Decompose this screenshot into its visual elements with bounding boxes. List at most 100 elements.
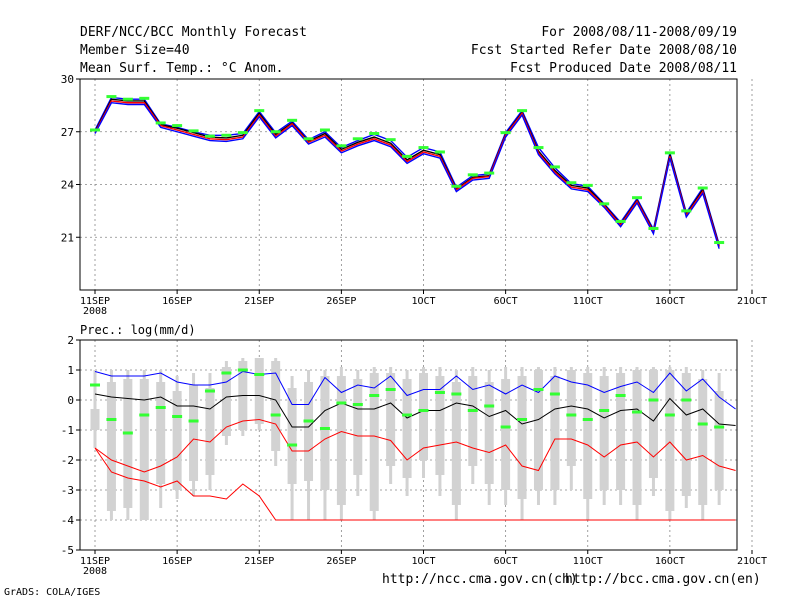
- member-size: Member Size=40: [80, 43, 190, 58]
- panel0-y-tick-label: 24: [61, 179, 75, 192]
- panel0-x-tick-label: 1OCT: [411, 296, 435, 307]
- panel0-x-tick-label: 6OCT: [494, 296, 518, 307]
- panel1-y-tick-label: -5: [61, 544, 74, 557]
- panel0-observed-mark: [352, 137, 363, 141]
- panel1-observed-mark: [681, 398, 692, 402]
- chart-title: DERF/NCC/BCC Monthly Forecast: [80, 25, 307, 40]
- panel0-observed-mark: [237, 131, 248, 135]
- panel1-x-tick-label: 21SEP: [244, 556, 274, 567]
- panel0-observed-mark: [714, 241, 725, 245]
- panel1-observed-mark: [664, 413, 675, 417]
- panel1-box: [550, 376, 560, 490]
- panel1-box: [304, 382, 314, 481]
- panel1-observed-mark: [303, 419, 314, 423]
- panel1-box: [681, 373, 691, 496]
- panel1-observed-mark: [434, 391, 445, 394]
- panel1-y-tick-label: -2: [61, 454, 74, 467]
- panel0-observed-mark: [402, 154, 413, 158]
- panel1-observed-mark: [369, 394, 380, 397]
- panel1-series-mean: [94, 393, 736, 428]
- panel0-observed-mark: [287, 118, 298, 122]
- panel1-observed-mark: [549, 392, 560, 396]
- panel1-box: [353, 379, 363, 475]
- panel1-box: [698, 379, 708, 505]
- panel1-observed-mark: [270, 413, 281, 417]
- panel1-box: [271, 361, 281, 451]
- panel1-x-tick-label: 1OCT: [411, 556, 435, 567]
- panel1-observed-mark: [204, 389, 215, 393]
- panel0-observed-mark: [582, 183, 593, 187]
- panel1-observed-mark: [615, 394, 626, 397]
- grads-credit: GrADS: COLA/IGES: [4, 587, 101, 598]
- panel1-observed-mark: [500, 425, 511, 429]
- panel1-observed-mark: [352, 403, 363, 406]
- panel1-x-tick-label: 16SEP: [162, 556, 192, 567]
- panel0-observed-mark: [336, 144, 347, 148]
- panel1-observed-mark: [155, 406, 166, 409]
- panel1-box: [566, 370, 576, 466]
- panel0-observed-mark: [517, 109, 528, 113]
- panel1-series-lowest: [94, 447, 736, 521]
- panel1-box: [139, 379, 149, 520]
- panel1-box: [501, 379, 511, 490]
- panel0-observed-mark: [533, 146, 544, 150]
- panel1-observed-mark: [714, 425, 725, 429]
- panel1-box: [648, 370, 658, 478]
- panel0-observed-mark: [221, 133, 232, 137]
- panel1-observed-mark: [484, 404, 495, 408]
- panel0-observed-mark: [303, 137, 314, 141]
- panel1-box: [386, 373, 396, 466]
- panel1-y-tick-label: 2: [67, 334, 74, 347]
- url-english[interactable]: http://bcc.cma.gov.cn(en): [565, 572, 761, 587]
- panel0-series-red: [94, 100, 720, 248]
- panel0-observed-mark: [385, 138, 396, 142]
- panel1-box: [665, 370, 675, 511]
- panel0-observed-mark: [664, 151, 675, 155]
- url-chinese[interactable]: http://ncc.cma.gov.cn(ch): [382, 572, 578, 587]
- panel1-observed-mark: [385, 388, 396, 391]
- start-date: Fcst Started Refer Date 2008/08/10: [470, 43, 737, 58]
- panel1-box: [221, 367, 231, 436]
- panel1-y-tick-label: 1: [67, 364, 74, 377]
- panel1-x-year-label: 2008: [83, 566, 107, 577]
- panel0-observed-mark: [697, 186, 708, 190]
- panel1-observed-mark: [467, 409, 478, 412]
- panel0-y-tick-label: 27: [61, 126, 74, 139]
- panel1-observed-mark: [697, 422, 708, 426]
- panel1-observed-mark: [517, 418, 528, 421]
- panel0-observed-mark: [418, 146, 429, 150]
- panel1-observed-mark: [648, 398, 659, 402]
- panel0-observed-mark: [484, 171, 495, 175]
- panel1-box: [632, 370, 642, 505]
- panel0-observed-mark: [566, 181, 577, 185]
- panel1-box: [156, 382, 166, 484]
- panel1-series-max: [94, 370, 736, 410]
- panel1-observed-mark: [221, 371, 232, 375]
- panel1-box: [205, 388, 215, 475]
- forecast-period: For 2008/08/11-2008/09/19: [541, 25, 737, 40]
- panel1-box: [172, 391, 182, 490]
- panel1-box: [254, 358, 264, 424]
- panel1-observed-mark: [287, 443, 298, 447]
- panel0-observed-mark: [648, 226, 659, 230]
- panel0-observed-mark: [172, 124, 183, 128]
- panel1-observed-mark: [237, 368, 248, 372]
- panel1-box: [484, 382, 494, 484]
- panel0-observed-mark: [90, 128, 100, 132]
- panel0-observed-mark: [500, 131, 511, 135]
- panel1-x-tick-label: 21OCT: [737, 556, 767, 567]
- panel1-observed-mark: [582, 418, 593, 421]
- panel0-x-tick-label: 21OCT: [737, 296, 767, 307]
- panel0-observed-mark: [369, 132, 380, 136]
- panel1-observed-mark: [188, 419, 199, 423]
- panel1-box: [419, 373, 428, 460]
- panel1-observed-mark: [402, 413, 413, 417]
- panel1-x-tick-label: 16OCT: [655, 556, 685, 567]
- panel1-x-tick-label: 11SEP: [80, 556, 110, 567]
- panel0-x-tick-label: 11OCT: [573, 296, 603, 307]
- panel1-box: [106, 382, 116, 511]
- panel0-observed-mark: [681, 209, 692, 213]
- panel0-frame: [79, 78, 738, 291]
- panel1-observed-mark: [533, 388, 544, 391]
